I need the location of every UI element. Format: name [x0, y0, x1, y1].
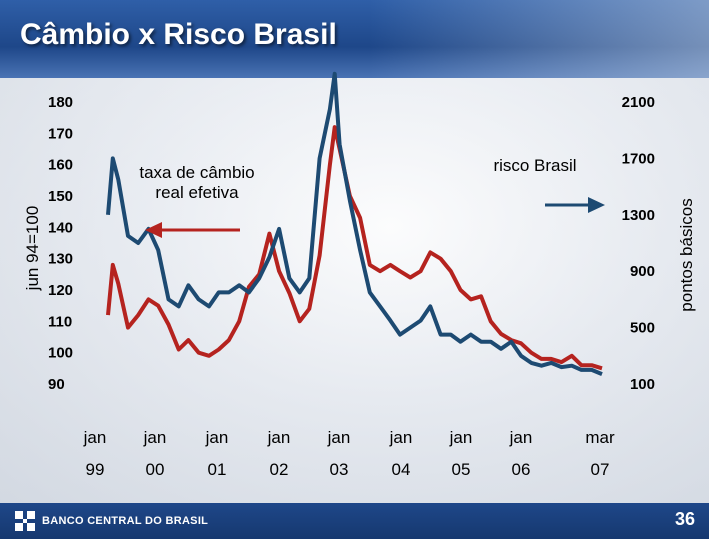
x-tick-year: 99	[86, 460, 105, 479]
y-left-tick-label: 140	[48, 219, 73, 236]
x-tick-month: jan	[143, 428, 167, 447]
y-left-tick-label: 180	[48, 94, 73, 111]
y-right-tick-label: 1700	[622, 150, 655, 167]
y-right-tick-label: 100	[630, 376, 655, 393]
y-left-tick-label: 100	[48, 345, 73, 362]
x-tick-month: jan	[449, 428, 473, 447]
x-tick-year: 01	[208, 460, 227, 479]
x-tick-month: jan	[83, 428, 107, 447]
x-tick-year: 04	[392, 460, 411, 479]
banknote-background	[369, 0, 709, 78]
y-right-tick-label: 1300	[622, 207, 655, 224]
page-number: 36	[674, 509, 695, 529]
y-left-tick-label: 130	[48, 251, 73, 268]
fx-annotation-line2: real efetiva	[155, 183, 239, 202]
fx-annotation-line1: taxa de câmbio	[139, 163, 254, 182]
x-tick-month: jan	[509, 428, 533, 447]
right-axis-ticks: 2100 1700 1300 900 500 100	[622, 94, 655, 393]
y-right-tick-label: 900	[630, 263, 655, 280]
x-tick-year: 05	[452, 460, 471, 479]
y-right-tick-label: 500	[630, 320, 655, 337]
x-tick-month: mar	[585, 428, 615, 447]
x-tick-year: 06	[512, 460, 531, 479]
y-left-tick-label: 90	[48, 376, 65, 393]
x-tick-month: jan	[327, 428, 351, 447]
x-tick-month: jan	[389, 428, 413, 447]
arrow-right-icon	[545, 197, 605, 213]
x-tick-month: jan	[267, 428, 291, 447]
y-left-tick-label: 170	[48, 125, 73, 142]
arrow-left-icon	[145, 222, 240, 238]
chart: 180 170 160 150 140 130 120 110 100 90 2100 1700 13…	[23, 71, 696, 479]
title-bar: Câmbio x Risco Brasil	[0, 0, 709, 78]
y-left-tick-label: 110	[48, 313, 72, 330]
logo-text: BANCO CENTRAL DO BRASIL	[42, 515, 209, 527]
x-tick-year: 03	[330, 460, 349, 479]
risk-annotation: risco Brasil	[493, 156, 576, 175]
series-layer	[106, 71, 603, 376]
x-tick-year: 00	[146, 460, 165, 479]
y-left-tick-label: 160	[48, 157, 73, 174]
page-title: Câmbio x Risco Brasil	[20, 18, 337, 51]
y-axis-left-label: jun 94=100	[23, 206, 42, 292]
y-right-tick-label: 2100	[622, 94, 655, 111]
risk-line	[106, 71, 603, 376]
x-tick-year: 07	[591, 460, 610, 479]
bcb-logo-icon	[15, 511, 35, 531]
x-tick-month: jan	[205, 428, 229, 447]
y-axis-right-label: pontos básicos	[677, 198, 696, 311]
bcb-logo: BANCO CENTRAL DO BRASIL	[14, 509, 208, 533]
y-left-tick-label: 120	[48, 282, 73, 299]
x-tick-year: 02	[270, 460, 289, 479]
x-axis-ticks: jan 99 jan 00 jan 01 jan 02 jan 03 jan 04 jan 05 jan 06…	[83, 428, 615, 479]
y-left-tick-label: 150	[48, 188, 73, 205]
left-axis-ticks: 180 170 160 150 140 130 120 110 100 90	[48, 94, 73, 393]
footer: BANCO CENTRAL DO BRASIL 36	[0, 503, 709, 539]
